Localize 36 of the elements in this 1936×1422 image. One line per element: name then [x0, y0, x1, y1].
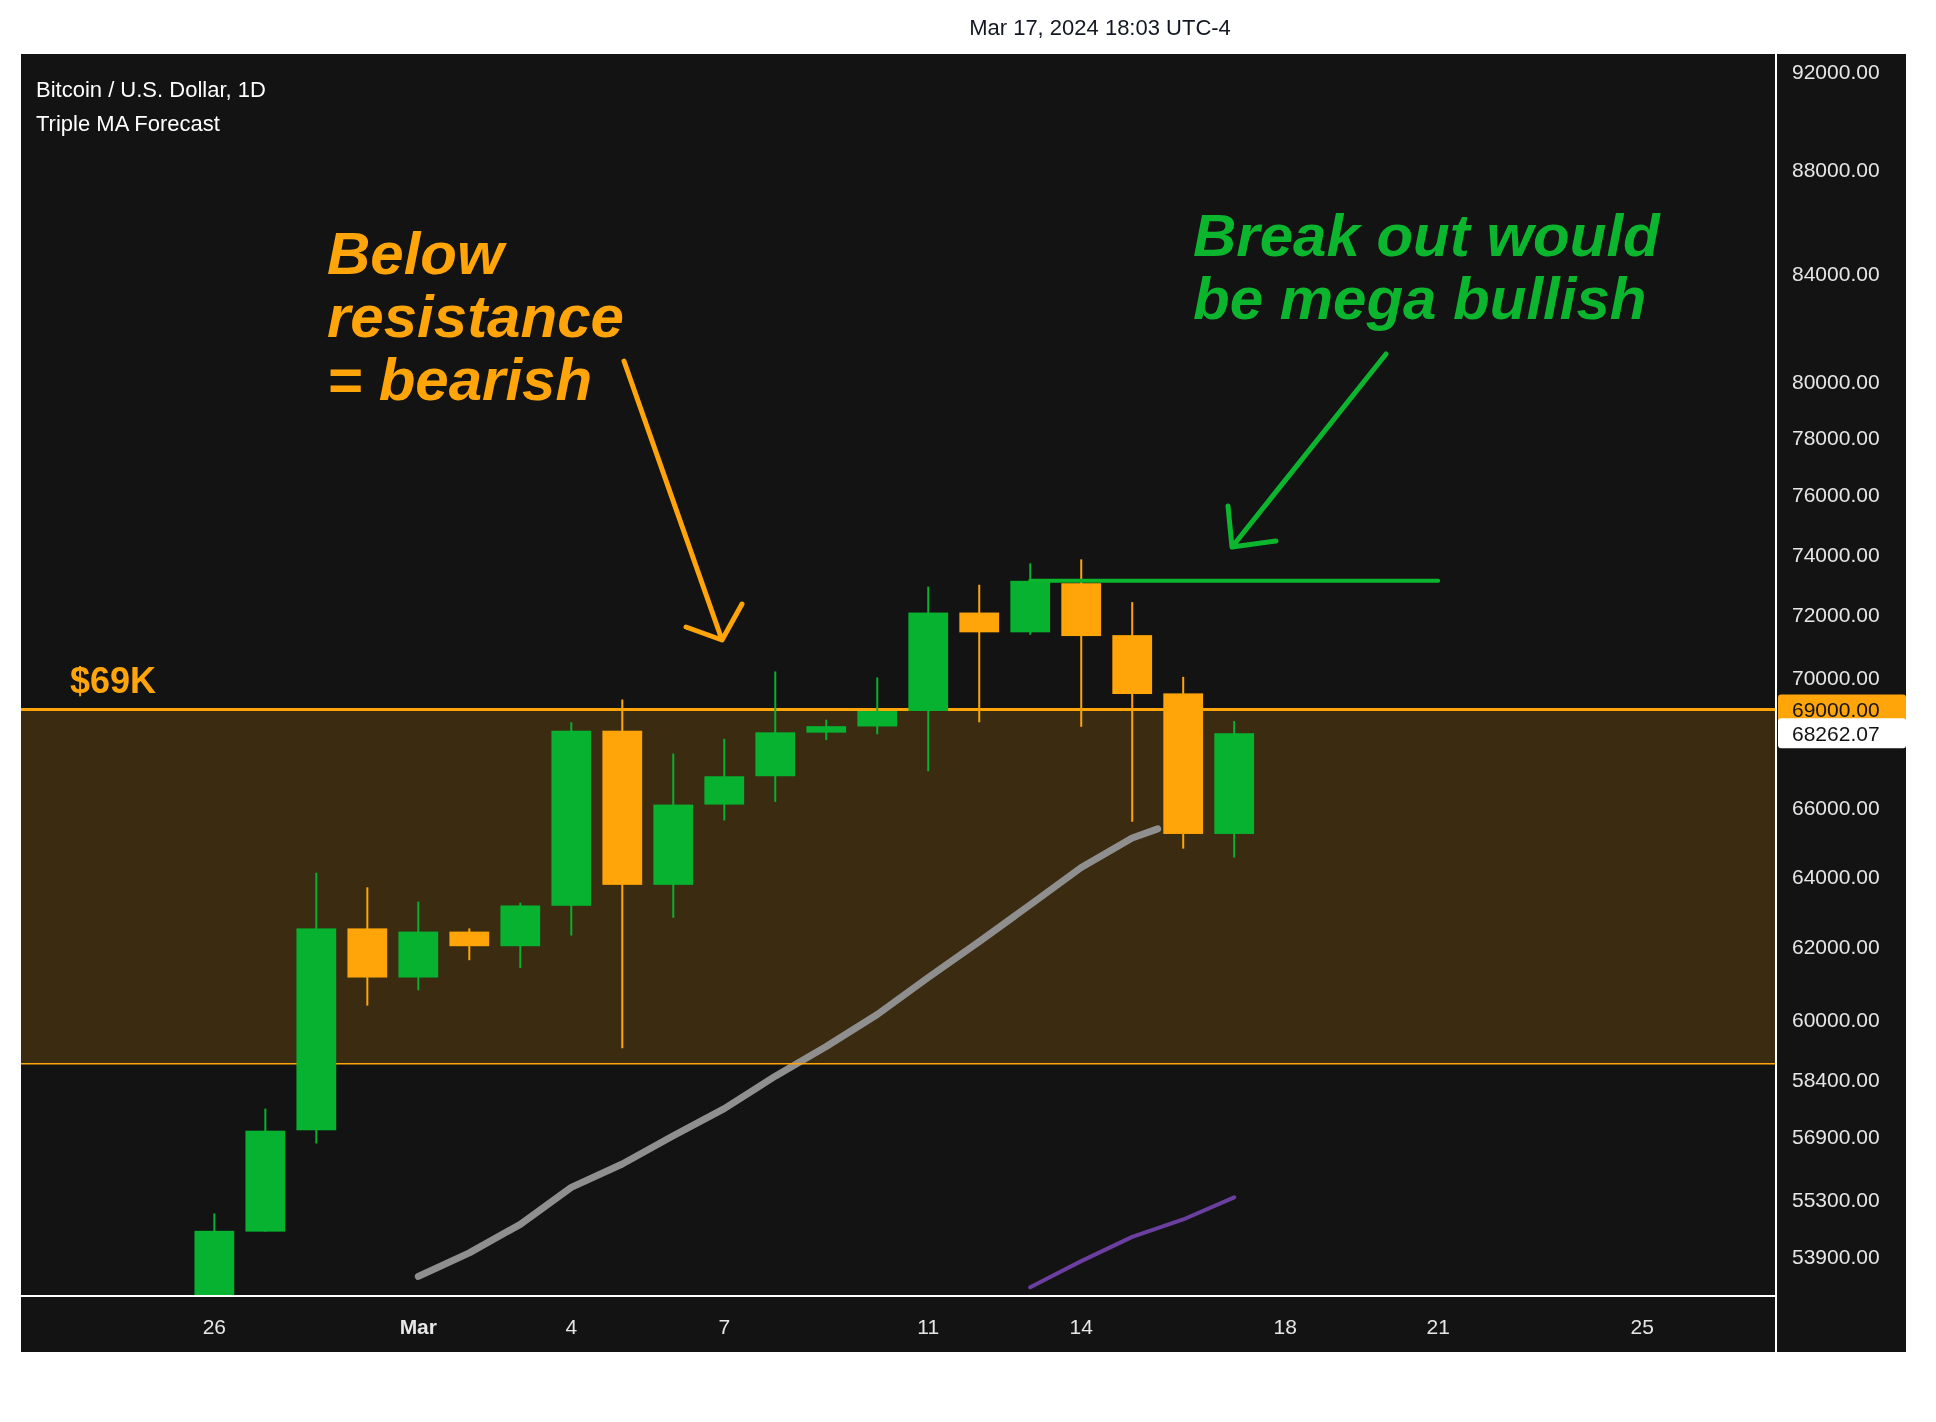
- x-tick-label: 14: [1069, 1315, 1094, 1338]
- line-series: [1028, 1195, 1237, 1290]
- x-tick-label: 7: [718, 1315, 731, 1338]
- x-tick-label: 4: [565, 1315, 578, 1338]
- y-tick-label: 58400.00: [1792, 1067, 1880, 1091]
- x-tick-label: 21: [1426, 1315, 1450, 1338]
- y-tick-label: 64000.00: [1792, 864, 1880, 888]
- y-tick-label: 72000.00: [1792, 603, 1880, 627]
- y-tick-label: 80000.00: [1792, 369, 1880, 393]
- y-tick-label: 74000.00: [1792, 542, 1880, 566]
- y-tick-label: 88000.00: [1792, 158, 1880, 182]
- candlestick: [806, 718, 847, 742]
- y-tick-label: 56900.00: [1792, 1125, 1880, 1149]
- y-tick-label: 69000.00: [1792, 697, 1880, 721]
- text: Bitcoin / U.S. Dollar, 1D: [36, 77, 266, 102]
- y-tick-label: 62000.00: [1792, 934, 1880, 958]
- x-tick-label: 26: [202, 1315, 227, 1338]
- y-tick-label: 70000.00: [1792, 665, 1880, 689]
- annotation: Break out would be mega bullish: [1193, 202, 1662, 332]
- y-tick-label: 76000.00: [1792, 483, 1880, 507]
- y-tick-label: 68262.07: [1792, 721, 1880, 745]
- y-tick-label: 78000.00: [1792, 425, 1880, 449]
- x-tick-label: Mar: [399, 1315, 437, 1338]
- y-tick-label: 84000.00: [1792, 261, 1880, 285]
- ref-line-label: $69K: [70, 660, 157, 702]
- y-tick-label: 66000.00: [1792, 796, 1880, 820]
- x-tick-label: 25: [1630, 1315, 1654, 1338]
- y-tick-label: 60000.00: [1792, 1007, 1880, 1031]
- x-tick-label: 18: [1273, 1315, 1297, 1338]
- y-tick-label: 55300.00: [1792, 1188, 1880, 1212]
- text: Triple MA Forecast: [36, 111, 220, 136]
- y-tick-label: 53900.00: [1792, 1245, 1880, 1269]
- annotation: Below resistance = bearish: [327, 220, 624, 413]
- x-tick-label: 11: [917, 1315, 940, 1338]
- text: Mar 17, 2024 18:03 UTC-4: [969, 15, 1231, 40]
- y-tick-label: 92000.00: [1792, 59, 1880, 83]
